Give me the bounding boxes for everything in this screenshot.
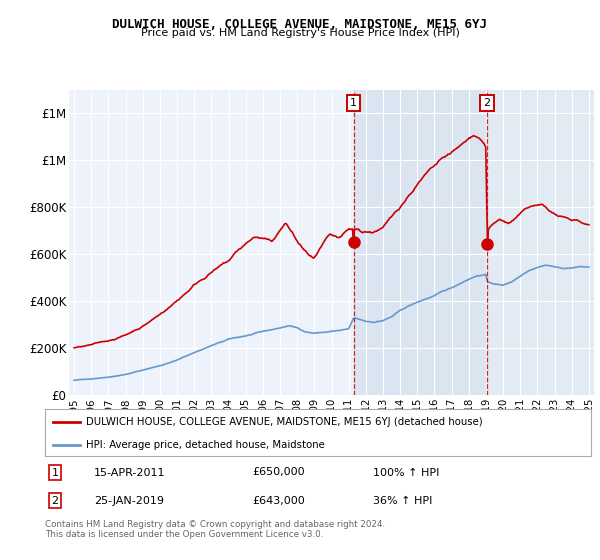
Text: 2: 2	[484, 99, 491, 108]
Text: DULWICH HOUSE, COLLEGE AVENUE, MAIDSTONE, ME15 6YJ: DULWICH HOUSE, COLLEGE AVENUE, MAIDSTONE…	[113, 18, 487, 31]
Text: 15-APR-2011: 15-APR-2011	[94, 468, 166, 478]
Bar	[353, 90, 487, 395]
Text: Price paid vs. HM Land Registry's House Price Index (HPI): Price paid vs. HM Land Registry's House …	[140, 28, 460, 38]
Bar	[487, 90, 594, 395]
Text: 1: 1	[350, 99, 357, 108]
Text: Contains HM Land Registry data © Crown copyright and database right 2024.
This d: Contains HM Land Registry data © Crown c…	[45, 520, 385, 539]
Text: £643,000: £643,000	[253, 496, 305, 506]
Text: HPI: Average price, detached house, Maidstone: HPI: Average price, detached house, Maid…	[86, 440, 325, 450]
Text: 100% ↑ HPI: 100% ↑ HPI	[373, 468, 439, 478]
Text: DULWICH HOUSE, COLLEGE AVENUE, MAIDSTONE, ME15 6YJ (detached house): DULWICH HOUSE, COLLEGE AVENUE, MAIDSTONE…	[86, 417, 482, 427]
Text: 25-JAN-2019: 25-JAN-2019	[94, 496, 164, 506]
Text: 36% ↑ HPI: 36% ↑ HPI	[373, 496, 432, 506]
Text: £650,000: £650,000	[253, 468, 305, 478]
Text: 1: 1	[52, 468, 59, 478]
Text: 2: 2	[52, 496, 59, 506]
